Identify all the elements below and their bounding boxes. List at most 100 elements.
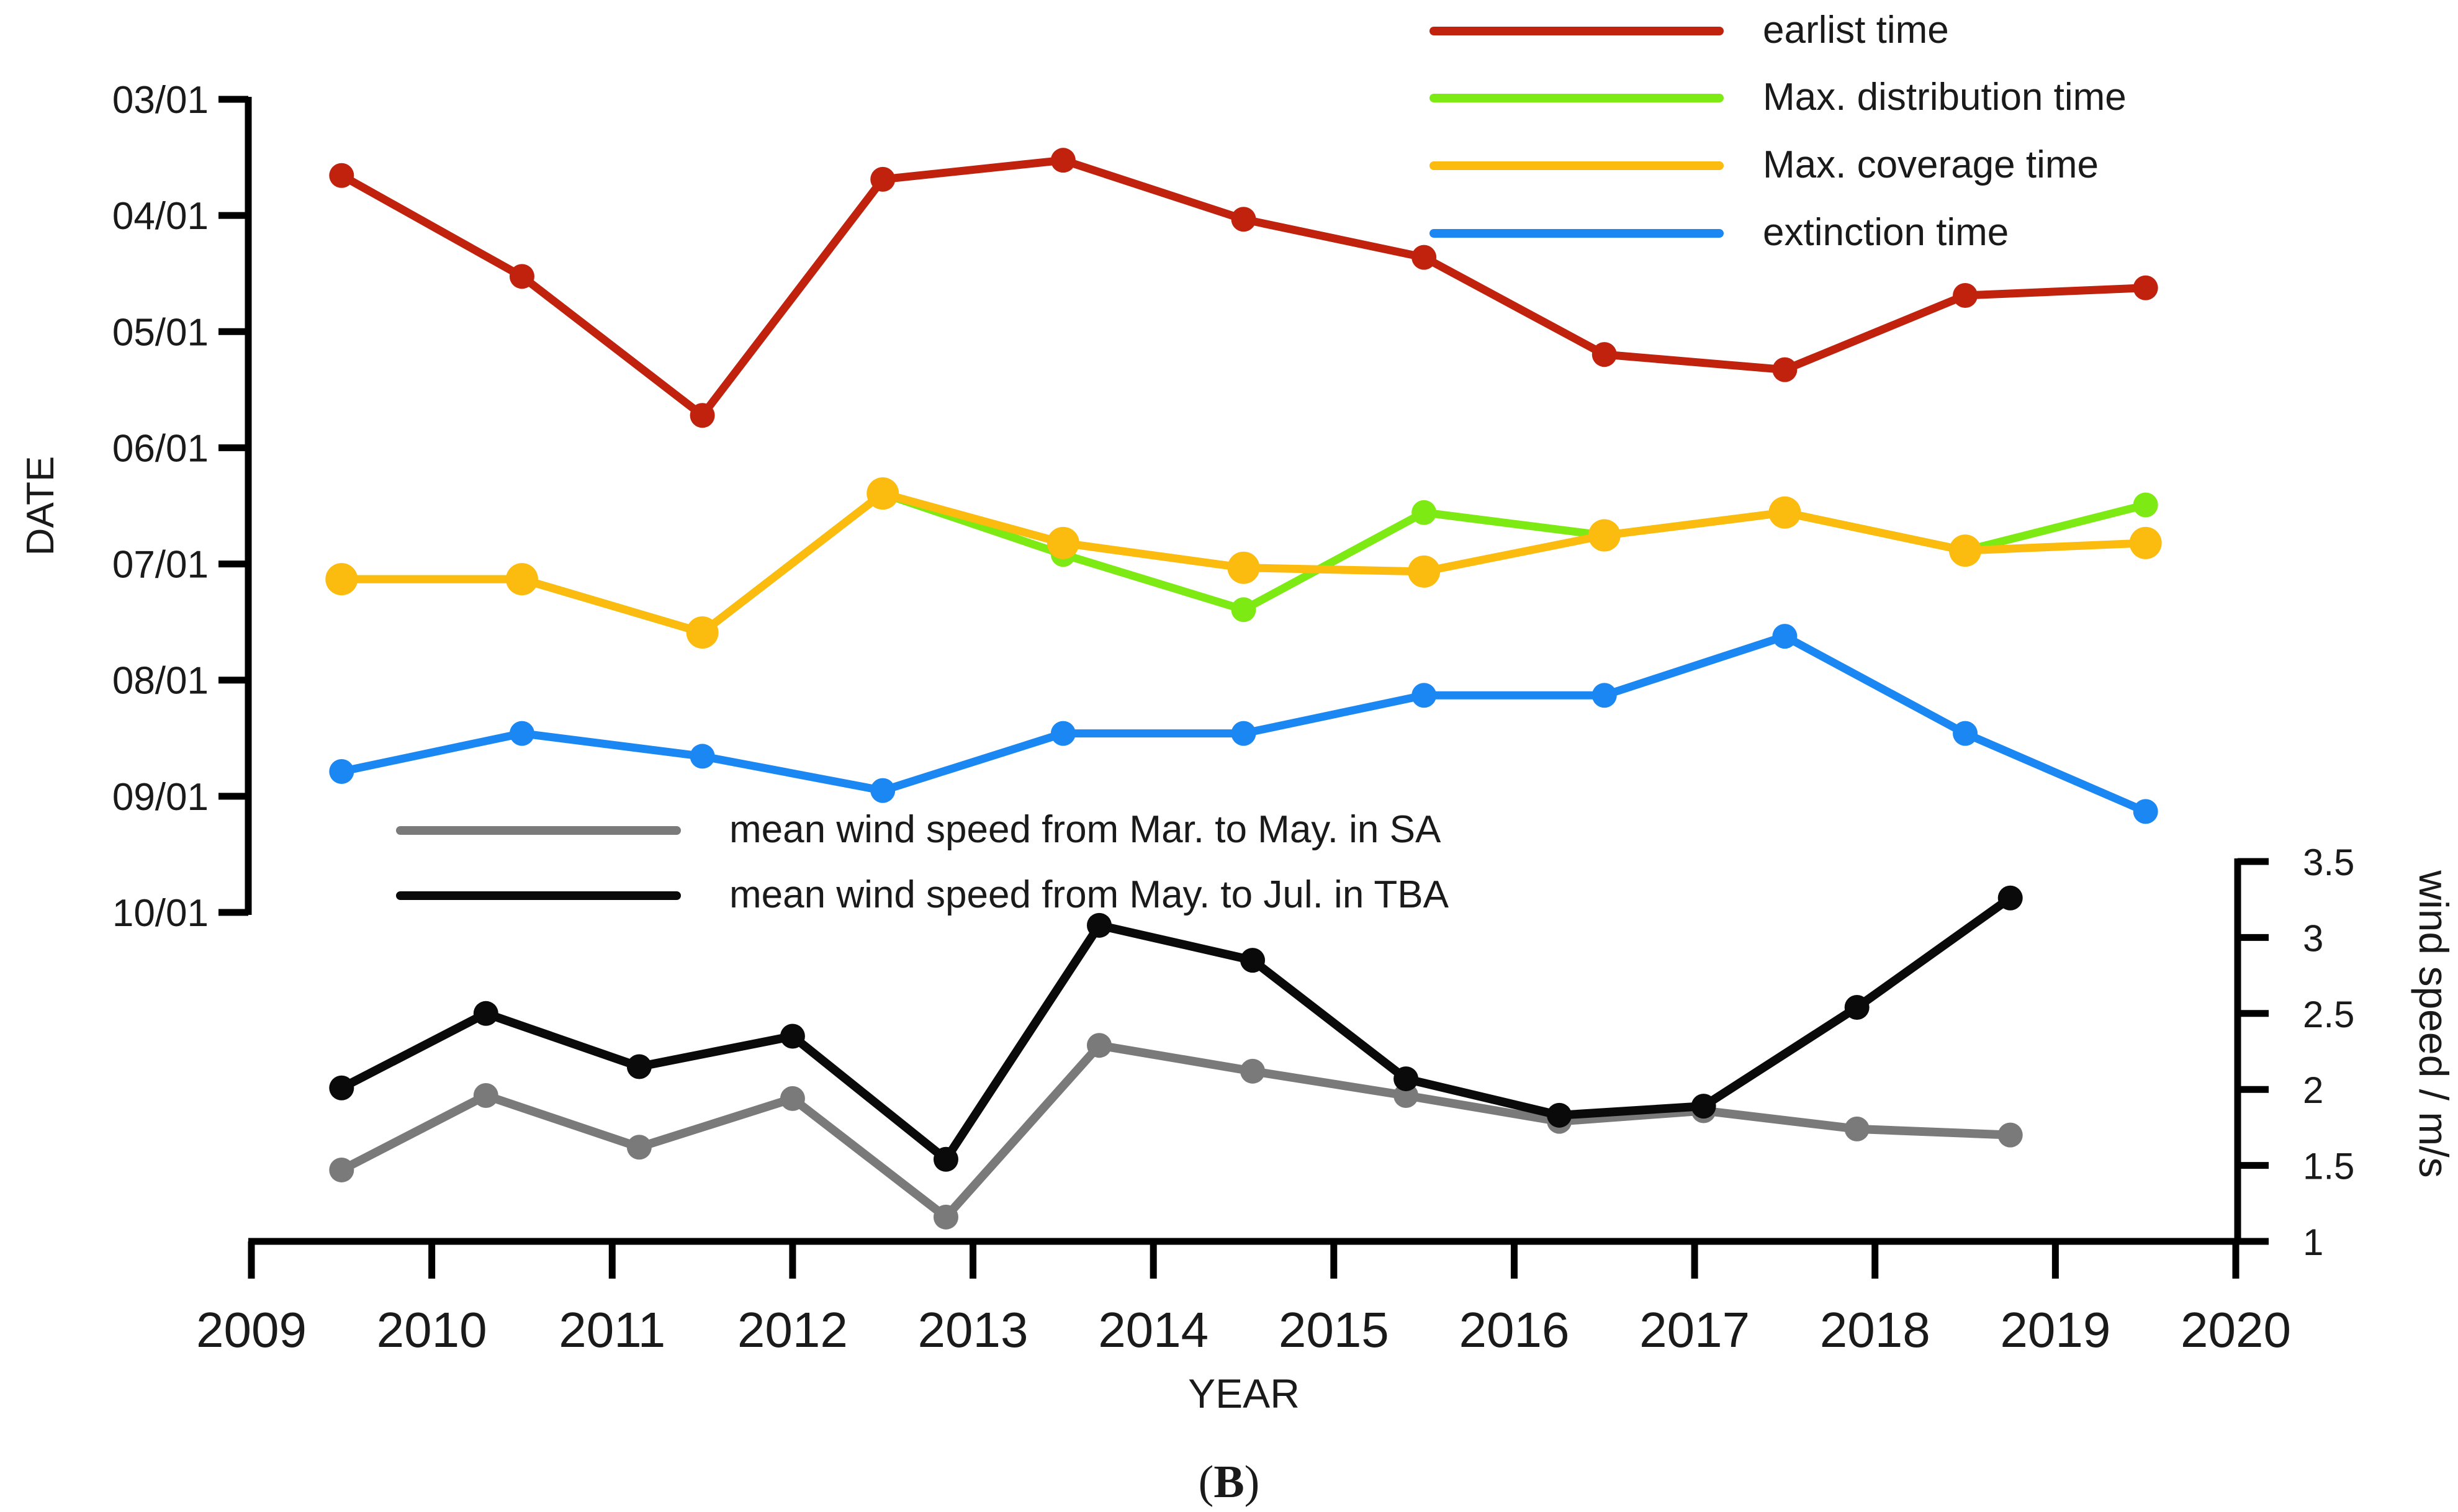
wind-tick-label: 3.5: [2303, 842, 2354, 883]
date-point-0: [329, 163, 354, 188]
wind-point-0: [780, 1086, 805, 1111]
x-axis: 2009 2010 2011 2012 2013 2014 2015 2016 2017 2018…: [196, 1238, 2291, 1357]
wind-plot: [329, 885, 2023, 1230]
date-point-3: [2133, 799, 2158, 824]
x-axis-title: YEAR: [1188, 1370, 1300, 1416]
date-point-3: [690, 744, 715, 769]
wind-point-0: [1240, 1058, 1266, 1084]
date-point-2: [1768, 496, 1801, 529]
date-tick-label: 07/01: [112, 544, 209, 587]
wind-point-1: [780, 1024, 805, 1049]
legend-text-earliest: earlist time: [1763, 9, 1949, 52]
wind-point-0: [626, 1135, 652, 1160]
x-tick-label: 2016: [1459, 1302, 1569, 1357]
date-point-3: [1231, 721, 1256, 746]
date-point-2: [1408, 555, 1441, 588]
date-tick-label: 04/01: [112, 195, 209, 238]
date-point-1: [1411, 500, 1437, 525]
wind-point-1: [626, 1054, 652, 1079]
date-plot: [325, 148, 2162, 824]
date-axis-title: DATE: [19, 456, 62, 556]
date-tick-label: 08/01: [112, 660, 209, 703]
date-point-0: [1953, 282, 1978, 308]
legend-text-wind-sa: mean wind speed from Mar. to May. in SA: [729, 808, 1441, 851]
date-point-0: [1050, 148, 1076, 173]
legend-text-extinction: extinction time: [1763, 211, 2009, 254]
wind-point-1: [1393, 1066, 1419, 1092]
date-point-3: [1772, 624, 1798, 649]
date-point-2: [867, 477, 899, 510]
figure-label: (B): [1199, 1457, 1260, 1508]
wind-point-0: [329, 1157, 354, 1182]
date-point-3: [509, 721, 534, 746]
x-tick-label: 2018: [1820, 1302, 1930, 1357]
date-point-0: [1231, 207, 1256, 232]
legend-date: earlist time Max. distribution time Max.…: [1429, 9, 2127, 254]
wind-point-1: [1844, 995, 1870, 1020]
date-point-3: [1050, 721, 1076, 746]
wind-axis: 1 1.5 2 2.5 3 3.5: [2234, 842, 2354, 1263]
date-point-0: [690, 403, 715, 428]
legend-text-distribution: Max. distribution time: [1763, 76, 2127, 119]
wind-point-0: [1844, 1116, 1870, 1141]
date-point-3: [1591, 683, 1617, 708]
wind-tick-label: 1: [2303, 1222, 2323, 1263]
wind-point-1: [1997, 885, 2023, 911]
wind-point-1: [1240, 948, 1266, 973]
x-tick-label: 2019: [2000, 1302, 2110, 1357]
date-point-0: [2133, 275, 2158, 300]
date-point-3: [870, 778, 896, 803]
figure-label-close: ): [1245, 1457, 1260, 1508]
date-point-2: [1047, 526, 1079, 559]
wind-point-1: [1086, 912, 1112, 938]
date-point-2: [325, 563, 358, 596]
x-tick-label: 2017: [1639, 1302, 1750, 1357]
date-point-3: [1953, 721, 1978, 746]
date-point-0: [870, 166, 896, 192]
date-tick-label: 09/01: [112, 776, 209, 819]
wind-tick-label: 3: [2303, 917, 2323, 959]
wind-series-line-1: [340, 894, 2013, 1164]
date-point-2: [1949, 534, 1982, 567]
wind-tick-label: 2.5: [2303, 994, 2354, 1035]
wind-point-1: [1691, 1094, 1716, 1119]
x-tick-label: 2012: [737, 1302, 848, 1357]
legend-text-wind-tba: mean wind speed from May. to Jul. in TBA: [729, 873, 1449, 916]
wind-tick-label: 1.5: [2303, 1146, 2354, 1187]
date-point-3: [1411, 683, 1437, 708]
wind-point-1: [933, 1146, 958, 1172]
date-point-1: [1231, 597, 1256, 623]
wind-point-1: [329, 1075, 354, 1100]
date-point-2: [505, 563, 538, 596]
date-axis: 03/01 04/01 05/01 06/01 07/01 08/01 09/01 10/01: [112, 79, 252, 935]
x-tick-label: 2011: [559, 1302, 665, 1357]
wind-point-0: [473, 1082, 498, 1108]
date-point-2: [1588, 519, 1621, 552]
wind-point-0: [1086, 1033, 1112, 1058]
date-point-0: [509, 264, 534, 289]
wind-tick-label: 2: [2303, 1069, 2323, 1111]
date-point-2: [1227, 551, 1260, 584]
date-point-1: [2133, 492, 2158, 518]
x-tick-label: 2009: [196, 1302, 307, 1357]
figure-label-open: (: [1199, 1457, 1214, 1508]
x-tick-label: 2014: [1098, 1302, 1209, 1357]
date-tick-label: 10/01: [112, 892, 209, 935]
date-series-line-0: [340, 156, 2146, 420]
wind-axis-title: wind speed / m/s: [2411, 870, 2457, 1177]
date-point-0: [1772, 357, 1798, 382]
x-tick-label: 2020: [2181, 1302, 2291, 1357]
x-tick-label: 2015: [1279, 1302, 1389, 1357]
date-point-3: [329, 758, 354, 784]
wind-point-0: [1997, 1122, 2023, 1148]
legend-wind: mean wind speed from Mar. to May. in SA …: [396, 808, 1449, 916]
date-point-0: [1591, 342, 1617, 367]
wind-point-1: [473, 1001, 498, 1026]
x-tick-label: 2010: [377, 1302, 487, 1357]
figure-label-letter: B: [1213, 1457, 1244, 1508]
date-tick-label: 03/01: [112, 79, 209, 122]
wind-point-1: [1547, 1102, 1572, 1128]
date-point-0: [1411, 245, 1437, 270]
wind-point-0: [933, 1204, 958, 1230]
